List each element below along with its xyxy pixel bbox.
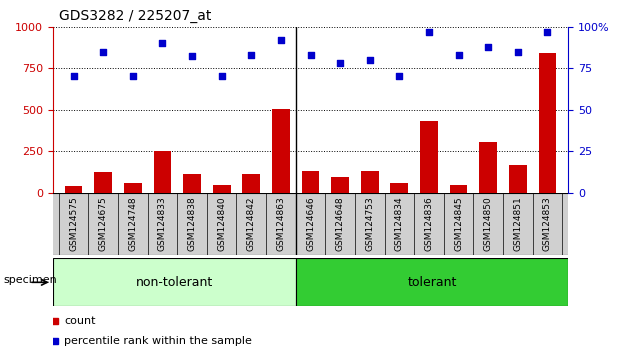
Text: GDS3282 / 225207_at: GDS3282 / 225207_at <box>59 9 211 23</box>
Bar <box>53 258 296 306</box>
Bar <box>538 53 556 193</box>
Bar <box>391 183 408 193</box>
Text: GSM124845: GSM124845 <box>454 196 463 251</box>
Point <box>98 48 108 54</box>
Bar <box>124 183 142 193</box>
Bar <box>272 109 290 193</box>
Point <box>543 29 553 34</box>
Bar <box>479 142 497 193</box>
Point <box>335 60 345 66</box>
Bar <box>153 150 171 193</box>
Bar <box>331 177 349 193</box>
Text: GSM124675: GSM124675 <box>99 196 107 251</box>
Point <box>483 44 493 49</box>
Point <box>276 37 286 43</box>
Point <box>306 52 315 58</box>
Text: GSM124575: GSM124575 <box>69 196 78 251</box>
Text: GSM124648: GSM124648 <box>335 196 345 251</box>
Text: GSM124853: GSM124853 <box>543 196 552 251</box>
Point <box>513 48 523 54</box>
Bar <box>94 172 112 193</box>
Text: GSM124863: GSM124863 <box>276 196 286 251</box>
Bar <box>213 185 230 193</box>
Point <box>187 54 197 59</box>
Bar <box>450 185 468 193</box>
Point <box>454 52 464 58</box>
Bar <box>509 165 527 193</box>
Text: GSM124834: GSM124834 <box>395 196 404 251</box>
Bar <box>183 174 201 193</box>
Text: count: count <box>64 316 96 326</box>
Point <box>247 52 256 58</box>
Text: non-tolerant: non-tolerant <box>135 276 213 289</box>
Text: GSM124840: GSM124840 <box>217 196 226 251</box>
Point <box>217 74 227 79</box>
Bar <box>296 258 568 306</box>
Point <box>128 74 138 79</box>
Text: percentile rank within the sample: percentile rank within the sample <box>64 336 252 346</box>
Text: GSM124748: GSM124748 <box>129 196 137 251</box>
Text: tolerant: tolerant <box>407 276 456 289</box>
Text: specimen: specimen <box>3 275 57 285</box>
Text: GSM124753: GSM124753 <box>365 196 374 251</box>
Text: GSM124842: GSM124842 <box>247 196 256 251</box>
Text: GSM124838: GSM124838 <box>188 196 196 251</box>
Text: GSM124833: GSM124833 <box>158 196 167 251</box>
Bar <box>65 186 83 193</box>
Bar <box>420 121 438 193</box>
Point <box>424 29 434 34</box>
Text: GSM124836: GSM124836 <box>425 196 433 251</box>
Bar <box>302 171 319 193</box>
Point <box>394 74 404 79</box>
Point <box>157 40 167 46</box>
Text: GSM124646: GSM124646 <box>306 196 315 251</box>
Point <box>365 57 374 63</box>
Text: GSM124851: GSM124851 <box>514 196 522 251</box>
Bar <box>361 171 379 193</box>
Bar <box>242 174 260 193</box>
Text: GSM124850: GSM124850 <box>484 196 492 251</box>
Point <box>68 74 78 79</box>
